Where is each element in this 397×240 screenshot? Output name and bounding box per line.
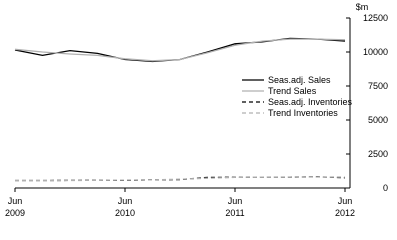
- y-tick-label: 0: [383, 183, 388, 193]
- y-tick-label: 12500: [363, 13, 388, 23]
- x-tick-label: 2009: [5, 208, 25, 218]
- x-tick-label: Jun: [118, 196, 133, 206]
- x-tick-label: Jun: [228, 196, 243, 206]
- y-tick-label: 7500: [368, 81, 388, 91]
- y-tick-label: 10000: [363, 47, 388, 57]
- series-line: [14, 176, 346, 182]
- x-tick-label: Jun: [338, 196, 353, 206]
- series-line: [14, 37, 346, 63]
- y-tick-label: 2500: [368, 149, 388, 159]
- legend-label: Seas.adj. Sales: [268, 75, 331, 85]
- legend-label: Trend Sales: [268, 86, 317, 96]
- y-unit: $m: [356, 2, 369, 12]
- series-line: [14, 38, 346, 62]
- legend-label: Trend Inventories: [268, 108, 338, 118]
- y-tick-label: 5000: [368, 115, 388, 125]
- x-tick-label: 2012: [335, 208, 355, 218]
- x-tick-label: 2010: [115, 208, 135, 218]
- chart: $m 0 2500 5000 7500 10000 12500 Jun 2009 Jun 2010…: [5, 2, 388, 218]
- x-tick-label: Jun: [8, 196, 23, 206]
- legend-label: Seas.adj. Inventories: [268, 97, 353, 107]
- x-tick-label: 2011: [225, 208, 244, 218]
